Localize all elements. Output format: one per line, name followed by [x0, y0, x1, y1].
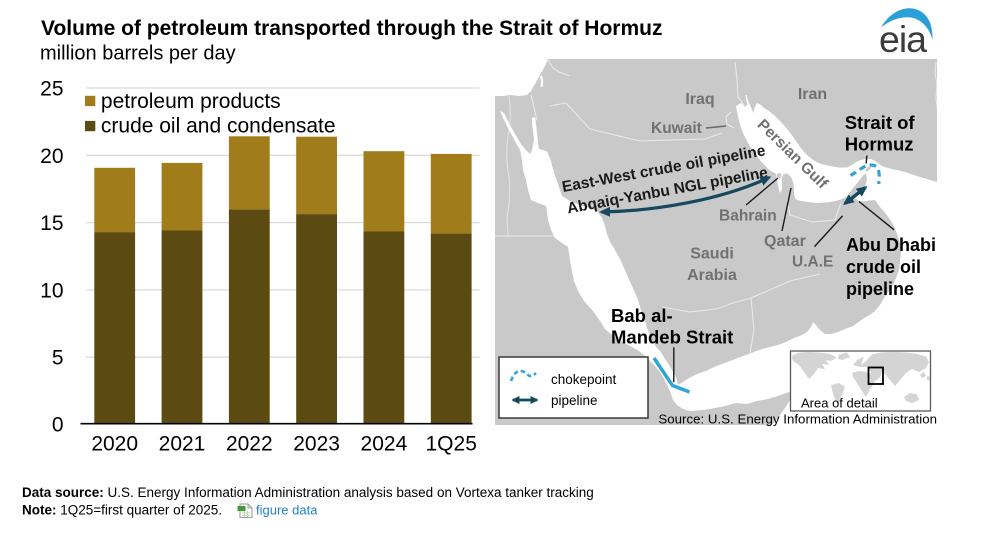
svg-text:U.A.E: U.A.E	[792, 254, 833, 271]
svg-text:0: 0	[52, 414, 64, 437]
svg-text:Kuwait: Kuwait	[651, 120, 702, 137]
svg-text:pipeline: pipeline	[846, 279, 914, 299]
svg-text:Bab al-: Bab al-	[611, 305, 673, 326]
svg-text:Mandeb Strait: Mandeb Strait	[611, 327, 733, 348]
svg-text:Area of detail: Area of detail	[801, 396, 878, 411]
svg-text:2023: 2023	[293, 433, 340, 456]
svg-text:2024: 2024	[361, 433, 408, 456]
svg-text:Iraq: Iraq	[685, 91, 714, 108]
svg-text:25: 25	[40, 78, 63, 101]
svg-text:20: 20	[40, 145, 63, 168]
svg-text:million barrels per day: million barrels per day	[40, 43, 236, 65]
svg-text:1Q25: 1Q25	[426, 433, 477, 456]
svg-text:Qatar: Qatar	[764, 233, 806, 250]
svg-text:10: 10	[40, 279, 63, 302]
svg-text:2022: 2022	[226, 433, 273, 456]
svg-text:eia: eia	[879, 18, 927, 60]
svg-text:Iran: Iran	[798, 86, 827, 103]
svg-text:Volume of petroleum transporte: Volume of petroleum transported through …	[41, 17, 662, 40]
svg-text:pipeline: pipeline	[551, 393, 598, 408]
svg-text:Bahrain: Bahrain	[719, 208, 777, 225]
svg-text:Arabia: Arabia	[687, 267, 737, 284]
svg-text:Note: 1Q25=first quarter of 20: Note: 1Q25=first quarter of 2025.	[22, 503, 222, 518]
svg-text:Abu Dhabi: Abu Dhabi	[846, 235, 936, 255]
svg-text:Hormuz: Hormuz	[845, 134, 914, 155]
svg-text:2020: 2020	[91, 433, 138, 456]
svg-text:Source: U.S. Energy Informatio: Source: U.S. Energy Information Administ…	[658, 412, 937, 427]
svg-text:15: 15	[40, 212, 63, 235]
svg-text:figure data: figure data	[256, 503, 318, 518]
svg-text:crude oil and condensate: crude oil and condensate	[101, 115, 336, 138]
svg-text:Saudi: Saudi	[690, 246, 734, 263]
svg-text:5: 5	[52, 347, 64, 370]
svg-text:crude oil: crude oil	[846, 257, 921, 277]
svg-text:chokepoint: chokepoint	[551, 372, 617, 387]
svg-text:Strait of: Strait of	[845, 112, 916, 133]
svg-text:petroleum products: petroleum products	[101, 90, 281, 113]
svg-text:Data source: U.S. Energy Infor: Data source: U.S. Energy Information Adm…	[22, 485, 594, 500]
svg-text:2021: 2021	[159, 433, 206, 456]
